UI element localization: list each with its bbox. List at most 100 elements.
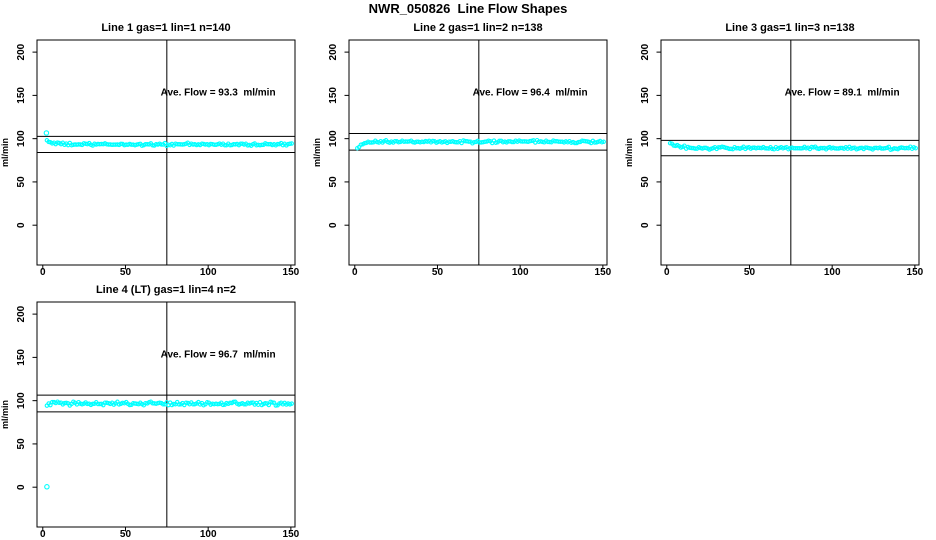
figure-title: NWR_050826 Line Flow Shapes xyxy=(368,1,568,16)
data-point xyxy=(127,402,132,408)
data-point xyxy=(231,399,236,405)
data-point xyxy=(241,402,247,407)
x-tick-label: 100 xyxy=(512,267,529,278)
x-tick-label: 50 xyxy=(432,267,444,278)
data-point xyxy=(248,400,254,406)
data-point xyxy=(90,401,95,407)
data-point xyxy=(850,145,856,151)
data-point xyxy=(576,139,581,145)
subplot-line-2-plot: Line 2 gas=1 lin=2 n=138 0 50 100 150 0 50 100 1… xyxy=(312,22,612,278)
subplot-line-3: Line 3 gas=1 lin=3 n=138 0 50 100 150 0 50 100 1… xyxy=(624,14,936,278)
data-point xyxy=(466,139,472,144)
y-tick-label: 100 xyxy=(640,130,651,147)
subplot-line-4: Line 4 (LT) gas=1 lin=4 n=2 0 50 100 150 0 50 1… xyxy=(0,276,312,540)
data-points xyxy=(44,399,294,490)
y-tick-label: 100 xyxy=(16,130,27,147)
y-tick-label: 0 xyxy=(640,222,651,228)
data-point xyxy=(157,400,162,406)
y-tick-label: 200 xyxy=(640,43,651,60)
x-tick-label: 0 xyxy=(40,529,46,540)
y-axis-label: ml/min xyxy=(0,400,10,429)
x-tick-label: 0 xyxy=(352,267,358,278)
data-point xyxy=(136,141,141,147)
y-tick-label: 100 xyxy=(16,392,27,409)
y-tick-label: 0 xyxy=(16,222,27,228)
y-tick-label: 150 xyxy=(16,349,27,366)
data-point xyxy=(904,145,909,151)
outlier-point xyxy=(44,484,50,490)
subplot-title: Line 2 gas=1 lin=2 n=138 xyxy=(413,22,542,34)
subplot-title: Line 3 gas=1 lin=3 n=138 xyxy=(725,22,854,34)
data-point xyxy=(396,139,401,145)
y-tick-label: 50 xyxy=(328,176,339,188)
x-tick-label: 0 xyxy=(40,267,46,278)
x-tick-label: 150 xyxy=(595,267,612,278)
data-point xyxy=(56,400,62,406)
y-tick-label: 100 xyxy=(328,130,339,147)
y-axis-label: ml/min xyxy=(312,138,322,167)
plot-box xyxy=(660,39,920,266)
data-point xyxy=(547,139,552,145)
x-tick-label: 150 xyxy=(283,267,300,278)
y-axis-label: ml/min xyxy=(0,138,10,167)
data-point xyxy=(882,145,888,151)
y-tick-label: 200 xyxy=(16,305,27,322)
data-point xyxy=(798,146,804,151)
y-tick-label: 50 xyxy=(640,176,651,188)
subplot-line-1-plot: Line 1 gas=1 lin=1 n=140 0 50 100 150 0 50 100 1… xyxy=(0,22,300,278)
data-point xyxy=(770,146,775,152)
data-point xyxy=(287,141,293,147)
y-tick-label: 200 xyxy=(328,43,339,60)
data-point xyxy=(266,402,272,408)
data-point xyxy=(692,146,698,151)
x-tick-label: 50 xyxy=(120,529,132,540)
subplot-title: Line 1 gas=1 lin=1 n=140 xyxy=(101,22,230,34)
data-point xyxy=(289,141,294,146)
subplot-line-4-plot: Line 4 (LT) gas=1 lin=4 n=2 0 50 100 150 0 50 1… xyxy=(0,284,300,540)
plot-box xyxy=(36,301,296,528)
outlier-point xyxy=(43,130,50,136)
data-points xyxy=(43,130,294,149)
x-tick-label: 150 xyxy=(283,529,300,540)
y-tick-label: 0 xyxy=(328,222,339,228)
data-point xyxy=(222,142,228,148)
plot-box xyxy=(348,39,608,266)
y-tick-label: 150 xyxy=(16,87,27,104)
data-point xyxy=(159,142,164,147)
data-point xyxy=(220,402,226,408)
x-tick-label: 100 xyxy=(824,267,841,278)
data-point xyxy=(471,139,477,145)
data-point xyxy=(913,145,918,151)
y-tick-label: 50 xyxy=(16,438,27,450)
avg-flow-annotation: Ave. Flow = 93.3 ml/min xyxy=(161,87,276,98)
y-tick-label: 0 xyxy=(16,484,27,490)
data-point xyxy=(270,400,275,405)
y-tick-label: 50 xyxy=(16,176,27,188)
y-tick-label: 150 xyxy=(328,87,339,104)
data-point xyxy=(369,140,374,145)
data-point xyxy=(160,402,166,407)
y-tick-label: 150 xyxy=(640,87,651,104)
data-point xyxy=(215,401,220,407)
avg-flow-annotation: Ave. Flow = 96.4 ml/min xyxy=(473,87,588,98)
subplot-line-1: Line 1 gas=1 lin=1 n=140 0 50 100 150 0 50 100 1… xyxy=(0,14,312,278)
data-point xyxy=(728,146,734,152)
data-point xyxy=(273,403,279,408)
data-point xyxy=(430,138,436,144)
subplot-line-2: Line 2 gas=1 lin=2 n=138 0 50 100 150 0 50 100 1… xyxy=(312,14,624,278)
avg-flow-annotation: Ave. Flow = 96.7 ml/min xyxy=(161,349,276,360)
data-points xyxy=(667,140,918,152)
data-point xyxy=(289,401,294,406)
data-point xyxy=(183,400,189,406)
x-tick-label: 150 xyxy=(907,267,924,278)
data-point xyxy=(497,138,502,144)
y-axis-label: ml/min xyxy=(624,138,634,167)
avg-flow-annotation: Ave. Flow = 89.1 ml/min xyxy=(785,87,900,98)
data-point xyxy=(171,401,176,407)
data-point xyxy=(259,142,265,148)
x-tick-label: 100 xyxy=(200,529,217,540)
data-points xyxy=(355,137,606,151)
x-tick-label: 0 xyxy=(664,267,670,278)
data-point xyxy=(601,139,606,145)
